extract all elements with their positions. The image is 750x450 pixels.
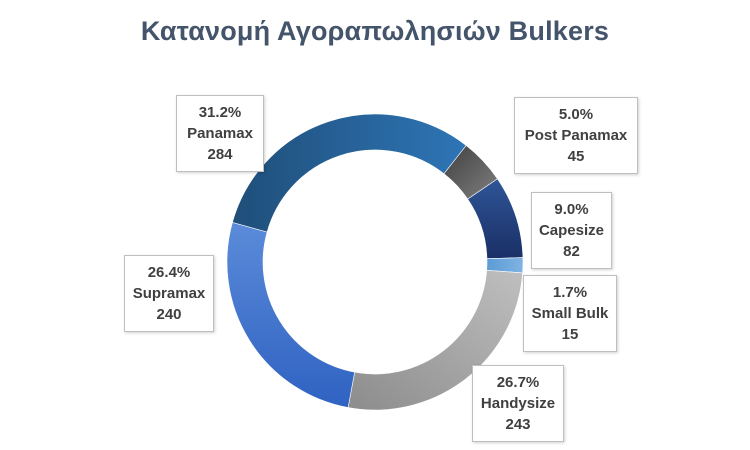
data-label-post-panamax: 5.0% Post Panamax 45 (514, 97, 638, 174)
data-label-value: 82 (563, 243, 580, 260)
donut-slice-panamax (232, 113, 467, 233)
data-label-value: 45 (567, 148, 585, 165)
donut-slice-supramax (226, 222, 355, 408)
data-label-percent: 31.2% (198, 104, 242, 121)
chart-title: Κατανομή Αγοραπωλησιών Bulkers (140, 16, 610, 46)
data-label-value: 284 (207, 146, 233, 163)
data-label-value: 240 (156, 306, 182, 323)
data-label-category: Small Bulk (531, 305, 609, 322)
data-label-category: Panamax (187, 125, 253, 142)
data-label-supramax: 26.4% Supramax 240 (124, 255, 214, 332)
data-label-value: 15 (561, 326, 579, 343)
data-label-percent: 1.7% (552, 284, 588, 301)
data-label-percent: 26.4% (147, 264, 191, 281)
data-label-small-bulk: 1.7% Small Bulk 15 (523, 275, 617, 352)
data-label-percent: 26.7% (496, 374, 540, 391)
data-label-handysize: 26.7% Handysize 243 (472, 365, 564, 442)
data-label-category: Handysize (480, 395, 556, 412)
data-label-category: Capesize (538, 222, 605, 239)
data-label-percent: 9.0% (554, 201, 589, 218)
data-label-capesize: 9.0% Capesize 82 (531, 192, 612, 269)
data-label-category: Supramax (132, 285, 206, 302)
data-label-percent: 5.0% (558, 106, 594, 123)
data-label-value: 243 (505, 416, 531, 433)
data-label-category: Post Panamax (524, 127, 628, 144)
data-label-panamax: 31.2% Panamax 284 (176, 95, 264, 172)
